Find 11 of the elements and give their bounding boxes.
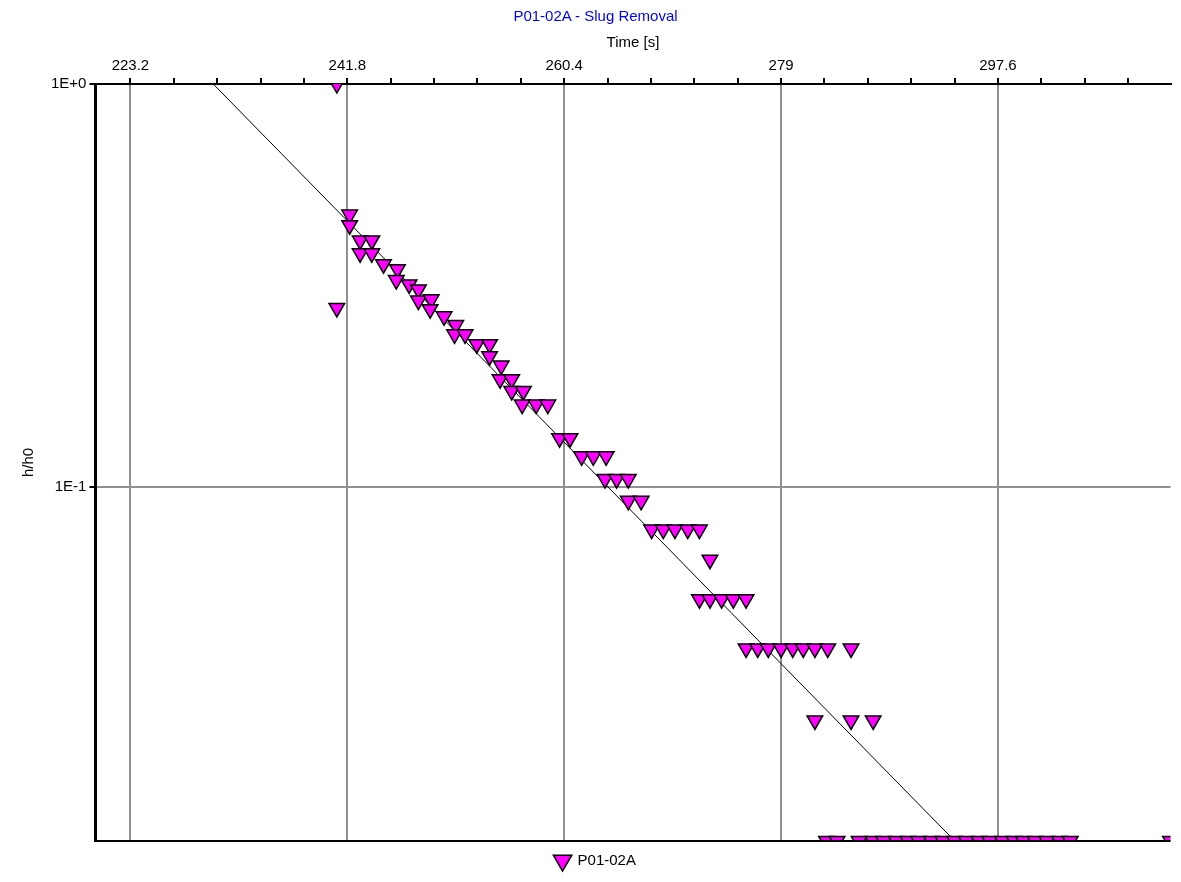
y-tick-label: 1E+0 — [51, 74, 87, 92]
x-axis-title: Time [s] — [606, 33, 660, 51]
y-tick-label: 1E-1 — [54, 476, 87, 494]
x-tick-label: 297.6 — [979, 56, 1017, 74]
x-tick-label: 223.2 — [111, 56, 150, 74]
legend-label: P01-02A — [577, 850, 636, 868]
chart-title: P01-02A - Slug Removal — [513, 7, 678, 25]
y-axis-title: h/h0 — [19, 447, 37, 478]
x-tick-label: 279 — [768, 56, 794, 74]
x-tick-label: 241.8 — [328, 56, 367, 74]
x-tick-label: 260.4 — [545, 56, 583, 74]
